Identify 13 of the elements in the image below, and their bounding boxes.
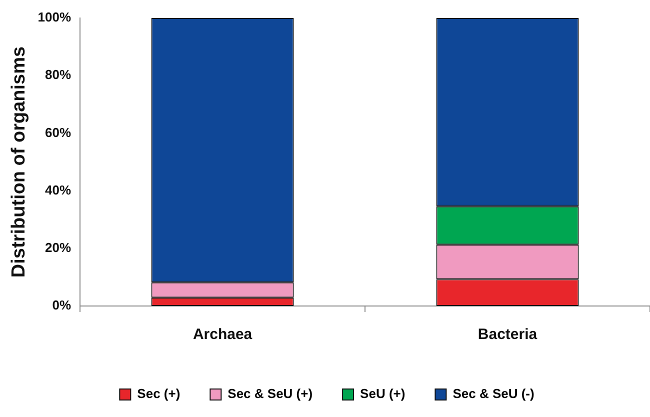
y-tick-label: 0% [52,298,72,313]
y-tick-label: 20% [45,240,72,255]
x-tick-label: Bacteria [478,326,538,344]
x-tick-label: Archaea [192,326,253,344]
legend-label: Sec (+) [137,386,180,402]
y-tick-label: 40% [45,182,72,198]
y-tick-label: 100% [38,10,72,25]
y-tick-label: 80% [45,67,72,82]
legend-label: Sec & SeU (-) [452,386,534,402]
legend-label: SeU (+) [360,386,406,402]
legend-label: Sec & SeU (+) [228,386,313,402]
y-tick-label: 60% [45,124,72,140]
y-axis-title: Distribution of organisms [8,46,30,278]
